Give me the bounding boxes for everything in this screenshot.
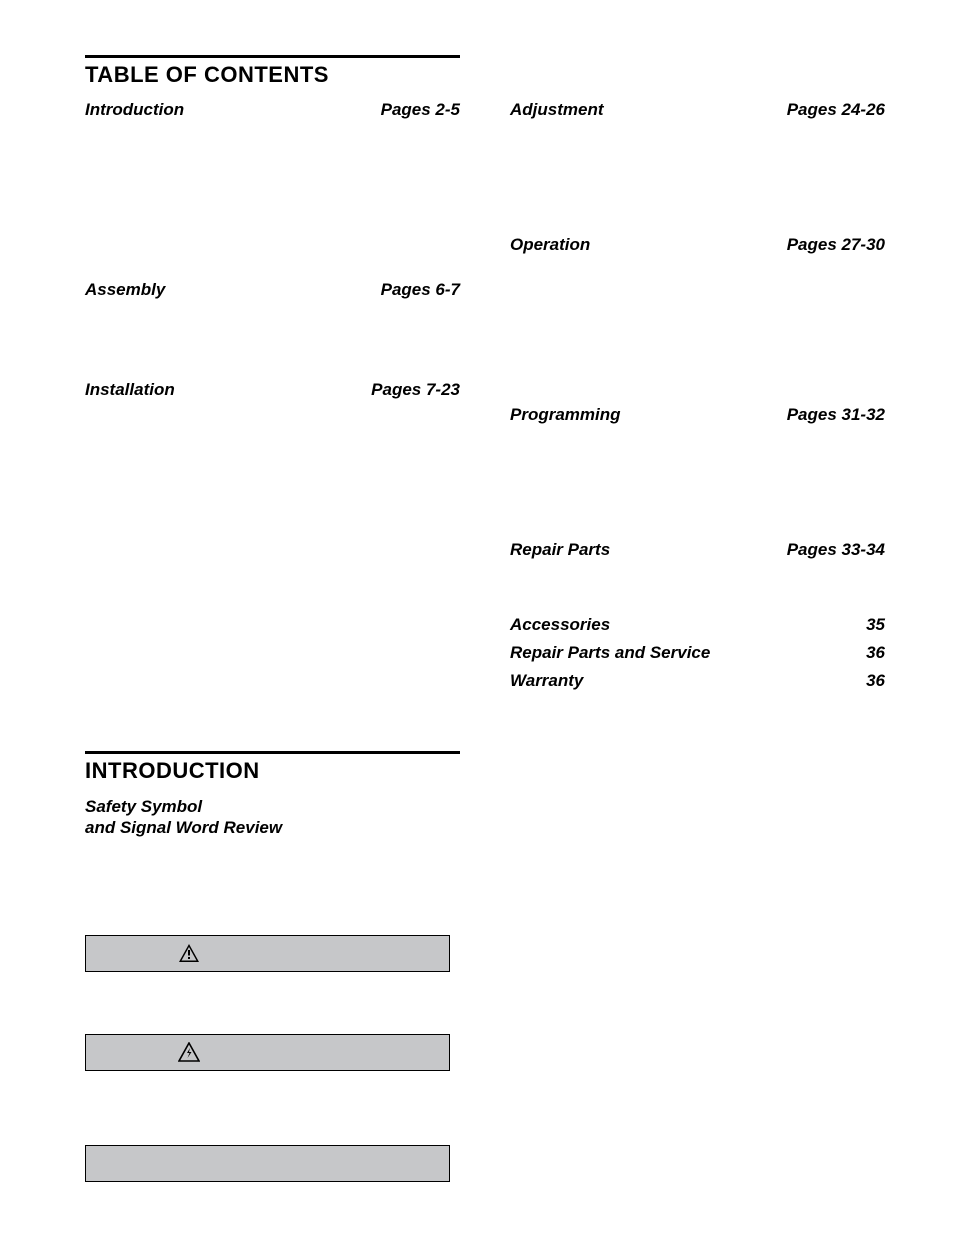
toc-entry-assembly: Assembly Pages 6-7 [85, 280, 460, 300]
toc-header-block: TABLE OF CONTENTS [85, 55, 460, 88]
toc-entry-introduction: Introduction Pages 2-5 [85, 100, 460, 120]
toc-entry-label: Repair Parts [510, 540, 610, 560]
warning-box-1 [85, 935, 450, 972]
intro-rule [85, 751, 460, 754]
toc-right-column: Adjustment Pages 24-26 Operation Pages 2… [510, 100, 885, 691]
toc-entry-pages: Pages 27-30 [787, 235, 885, 255]
intro-subtitle-line1: Safety Symbol [85, 797, 202, 816]
toc-entry-label: Installation [85, 380, 175, 400]
intro-title: INTRODUCTION [85, 758, 460, 784]
intro-subtitle-line2: and Signal Word Review [85, 818, 282, 837]
toc-entry-pages: Pages 33-34 [787, 540, 885, 560]
toc-entry-pages: Pages 31-32 [787, 405, 885, 425]
toc-entry-pages: Pages 24-26 [787, 100, 885, 120]
toc-entry-adjustment: Adjustment Pages 24-26 [510, 100, 885, 120]
toc-entry-label: Accessories [510, 615, 610, 635]
toc-entry-repair-parts: Repair Parts Pages 33-34 [510, 540, 885, 560]
alert-triangle-exclaim-icon [178, 943, 200, 963]
toc-entry-pages: 36 [866, 643, 885, 663]
warning-box-2 [85, 1034, 450, 1071]
document-page: TABLE OF CONTENTS Introduction Pages 2-5… [0, 0, 954, 1235]
toc-entry-label: Adjustment [510, 100, 604, 120]
toc-entry-pages: 36 [866, 671, 885, 691]
toc-entry-installation: Installation Pages 7-23 [85, 380, 460, 400]
warning-box-3 [85, 1145, 450, 1182]
introduction-block: INTRODUCTION Safety Symbol and Signal Wo… [85, 751, 460, 1182]
toc-left-column: Introduction Pages 2-5 Assembly Pages 6-… [85, 100, 460, 691]
toc-entry-repair-service: Repair Parts and Service 36 [510, 643, 885, 663]
alert-triangle-bolt-icon [178, 1042, 200, 1062]
toc-entry-label: Operation [510, 235, 590, 255]
toc-entry-label: Programming [510, 405, 621, 425]
toc-entry-accessories: Accessories 35 [510, 615, 885, 635]
toc-entry-pages: Pages 6-7 [381, 280, 460, 300]
toc-entry-warranty: Warranty 36 [510, 671, 885, 691]
toc-entry-label: Repair Parts and Service [510, 643, 710, 663]
toc-columns: Introduction Pages 2-5 Assembly Pages 6-… [85, 100, 885, 691]
toc-entry-pages: 35 [866, 615, 885, 635]
toc-title: TABLE OF CONTENTS [85, 62, 460, 88]
toc-entry-operation: Operation Pages 27-30 [510, 235, 885, 255]
toc-entry-label: Assembly [85, 280, 165, 300]
intro-subtitle: Safety Symbol and Signal Word Review [85, 796, 460, 839]
toc-entry-programming: Programming Pages 31-32 [510, 405, 885, 425]
toc-entry-pages: Pages 2-5 [381, 100, 460, 120]
toc-rule [85, 55, 460, 58]
toc-entry-pages: Pages 7-23 [371, 380, 460, 400]
toc-entry-label: Warranty [510, 671, 583, 691]
toc-entry-label: Introduction [85, 100, 184, 120]
